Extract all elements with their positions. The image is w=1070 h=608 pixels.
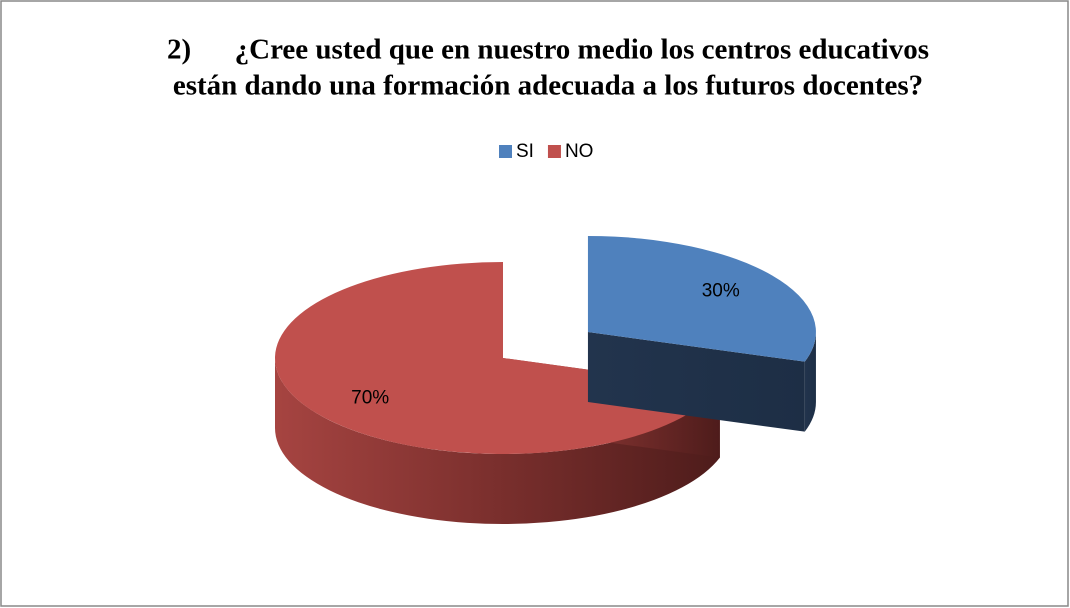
data-label: 70% bbox=[351, 388, 389, 409]
chart-title: están dando una formación adecuada a los… bbox=[173, 70, 923, 102]
slice-face bbox=[587, 332, 805, 432]
legend-label: NO bbox=[565, 141, 594, 162]
chart-title: 2) ¿Cree usted que en nuestro medio los … bbox=[167, 34, 929, 66]
legend-swatch bbox=[547, 145, 561, 158]
slice-side bbox=[274, 358, 720, 524]
slice bbox=[587, 236, 816, 362]
data-label: 30% bbox=[702, 280, 740, 301]
legend-swatch bbox=[499, 145, 512, 158]
slice-side bbox=[804, 332, 816, 432]
slice bbox=[274, 262, 720, 454]
legend-label: SI bbox=[516, 141, 534, 162]
